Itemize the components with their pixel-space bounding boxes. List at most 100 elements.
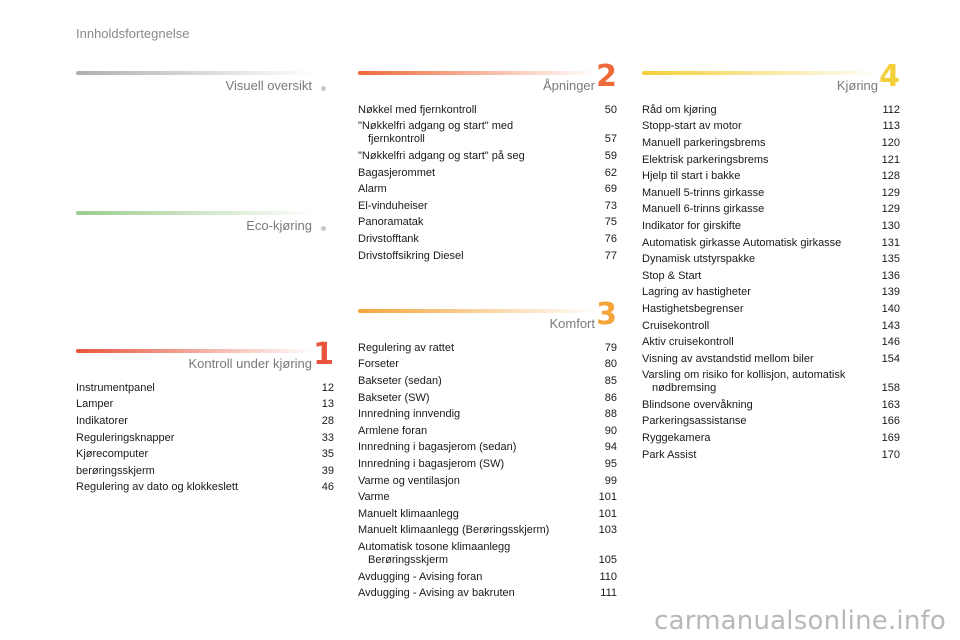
toc-entry[interactable]: Råd om kjøring 112 (642, 102, 900, 119)
toc-entry-page: 39 (321, 464, 334, 477)
toc-entry[interactable]: Manuell 6-trinns girkasse 129 (642, 202, 900, 219)
section-bar (642, 71, 882, 75)
toc-entry-page: 73 (604, 199, 617, 212)
toc-entry-label: Manuelt klimaanlegg (Berøringsskjerm) (358, 524, 561, 537)
toc-entry[interactable]: Parkeringsassistanse 166 (642, 414, 900, 431)
toc-entry-label: Stop & Start (642, 270, 713, 283)
toc-entry[interactable]: berøringsskjerm 39 (76, 463, 334, 480)
toc-entry-page: 75 (604, 216, 617, 229)
toc-entry[interactable]: Indikatorer 28 (76, 413, 334, 430)
toc-entry[interactable]: Varme og ventilasjon 99 (358, 473, 617, 490)
toc-entry-label-line: Indikator for girskifte (642, 219, 742, 232)
toc-entry[interactable]: Cruisekontroll 143 (642, 318, 900, 335)
toc-entry-page: 129 (881, 186, 900, 199)
toc-entry-label: Regulering av dato og klokkeslett (76, 481, 250, 494)
toc-entry-page: 103 (598, 524, 617, 537)
toc-entry[interactable]: Avdugging - Avising foran 110 (358, 569, 617, 586)
section-number: 3 (596, 297, 617, 332)
toc-entry-page: 170 (881, 448, 900, 461)
toc-entry[interactable]: Automatisk tosone klimaanlegg Berøringssk… (358, 539, 617, 569)
toc-entry[interactable]: Visning av avstandstid mellom biler 154 (642, 351, 900, 368)
toc-entry-label: Lagring av hastigheter (642, 286, 763, 299)
toc-entry[interactable]: Alarm 69 (358, 181, 617, 198)
toc-entry[interactable]: Varsling om risiko for kollisjon, automa… (642, 368, 900, 398)
toc-entry[interactable]: Lamper 13 (76, 397, 334, 414)
toc-entry[interactable]: Bakseter (sedan) 85 (358, 373, 617, 390)
toc-entry[interactable]: Manuell parkeringsbrems 120 (642, 135, 900, 152)
toc-entry[interactable]: Innredning innvendig 88 (358, 406, 617, 423)
toc-entry-label-line: Stop & Start (642, 269, 702, 282)
toc-entry[interactable]: Dynamisk utstyrspakke 135 (642, 251, 900, 268)
toc-entry[interactable]: Manuell 5-trinns girkasse 129 (642, 185, 900, 202)
section-header: Visuell oversikt (76, 68, 334, 96)
toc-entry[interactable]: Varme 101 (358, 489, 617, 506)
toc-entry-label: Manuelt klimaanlegg (358, 508, 471, 521)
toc-entry-label-line: Cruisekontroll (642, 319, 710, 332)
toc-entry-label-line: Manuelt klimaanlegg (358, 507, 459, 520)
toc-entry[interactable]: Forseter 80 (358, 357, 617, 374)
toc-entry[interactable]: Stop & Start 136 (642, 268, 900, 285)
toc-entry-page: 163 (881, 398, 900, 411)
toc-entry[interactable]: Instrumentpanel 12 (76, 380, 334, 397)
item-list: Nøkkel med fjernkontroll 50 "Nøkkelfri adg… (358, 102, 617, 264)
section-title: Åpninger (542, 78, 595, 93)
toc-entry-page: 158 (881, 382, 900, 395)
toc-entry[interactable]: Elektrisk parkeringsbrems 121 (642, 152, 900, 169)
toc-entry[interactable]: Manuelt klimaanlegg (Berøringsskjerm) 103 (358, 523, 617, 540)
toc-entry-page: 77 (604, 249, 617, 262)
toc-entry[interactable]: Regulering av rattet 79 (358, 340, 617, 357)
toc-entry-label-line: Lamper (76, 398, 114, 411)
toc-entry-label: Parkeringsassistanse (642, 415, 759, 428)
toc-entry[interactable]: Park Assist 170 (642, 447, 900, 464)
toc-entry[interactable]: Hjelp til start i bakke 128 (642, 168, 900, 185)
toc-entry[interactable]: Panoramatak 75 (358, 215, 617, 232)
section-header: Kjøring 4 (642, 62, 900, 96)
toc-entry-label-line: Stopp-start av motor (642, 120, 742, 133)
toc-entry-page: 113 (882, 120, 900, 133)
toc-entry-page: 50 (604, 103, 617, 116)
toc-entry-label: Kjørecomputer (76, 448, 160, 461)
toc-entry[interactable]: El-vinduheiser 73 (358, 198, 617, 215)
toc-entry[interactable]: Bagasjerommet 62 (358, 165, 617, 182)
page-header: Innholdsfortegnelse (76, 26, 190, 41)
toc-entry[interactable]: "Nøkkelfri adgang og start" med fjernkont… (358, 119, 617, 149)
toc-entry[interactable]: Armlene foran 90 (358, 423, 617, 440)
toc-entry[interactable]: Aktiv cruisekontroll 146 (642, 334, 900, 351)
toc-entry[interactable]: Hastighetsbegrenser 140 (642, 301, 900, 318)
toc-entry[interactable]: Innredning i bagasjerom (sedan) 94 (358, 440, 617, 457)
section-bar (76, 211, 316, 215)
toc-entry-page: 59 (604, 149, 617, 162)
toc-entry-label-line: Nøkkel med fjernkontroll (358, 103, 477, 116)
toc-entry[interactable]: Bakseter (SW) 86 (358, 390, 617, 407)
section-number: 4 (879, 59, 900, 94)
section-dot (321, 86, 326, 91)
section-visuell-oversikt: Visuell oversikt (76, 68, 334, 96)
toc-entry[interactable]: Manuelt klimaanlegg 101 (358, 506, 617, 523)
toc-entry[interactable]: Automatisk girkasse Automatisk girkasse 1… (642, 235, 900, 252)
toc-entry-label-line: Lagring av hastigheter (642, 286, 751, 299)
toc-entry-label: Elektrisk parkeringsbrems (642, 154, 781, 167)
toc-entry[interactable]: "Nøkkelfri adgang og start" på seg 59 (358, 148, 617, 165)
toc-entry-label-line: Elektrisk parkeringsbrems (642, 153, 769, 166)
toc-entry[interactable]: Nøkkel med fjernkontroll 50 (358, 102, 617, 119)
toc-entry-page: 105 (598, 553, 617, 566)
toc-entry[interactable]: Drivstoffsikring Diesel 77 (358, 248, 617, 265)
toc-entry[interactable]: Lagring av hastigheter 139 (642, 285, 900, 302)
toc-entry[interactable]: Avdugging - Avising av bakruten 111 (358, 585, 617, 602)
toc-entry-label-line: berøringsskjerm (76, 464, 155, 477)
toc-entry[interactable]: Stopp-start av motor 113 (642, 119, 900, 136)
toc-entry-label-line: Regulering av dato og klokkeslett (76, 481, 239, 494)
toc-entry[interactable]: Kjørecomputer 35 (76, 446, 334, 463)
toc-entry-page: 28 (321, 414, 334, 427)
toc-entry[interactable]: Innredning i bagasjerom (SW) 95 (358, 456, 617, 473)
toc-entry[interactable]: Ryggekamera 169 (642, 430, 900, 447)
toc-entry-page: 130 (881, 219, 900, 232)
toc-entry[interactable]: Regulering av dato og klokkeslett 46 (76, 480, 334, 497)
toc-entry[interactable]: Blindsone overvåkning 163 (642, 397, 900, 414)
toc-entry-label-line: Panoramatak (358, 216, 424, 229)
toc-entry-label-line: Indikatorer (76, 414, 128, 427)
toc-entry[interactable]: Reguleringsknapper 33 (76, 430, 334, 447)
toc-entry-page: 76 (604, 232, 617, 245)
toc-entry[interactable]: Drivstofftank 76 (358, 231, 617, 248)
toc-entry[interactable]: Indikator for girskifte 130 (642, 218, 900, 235)
